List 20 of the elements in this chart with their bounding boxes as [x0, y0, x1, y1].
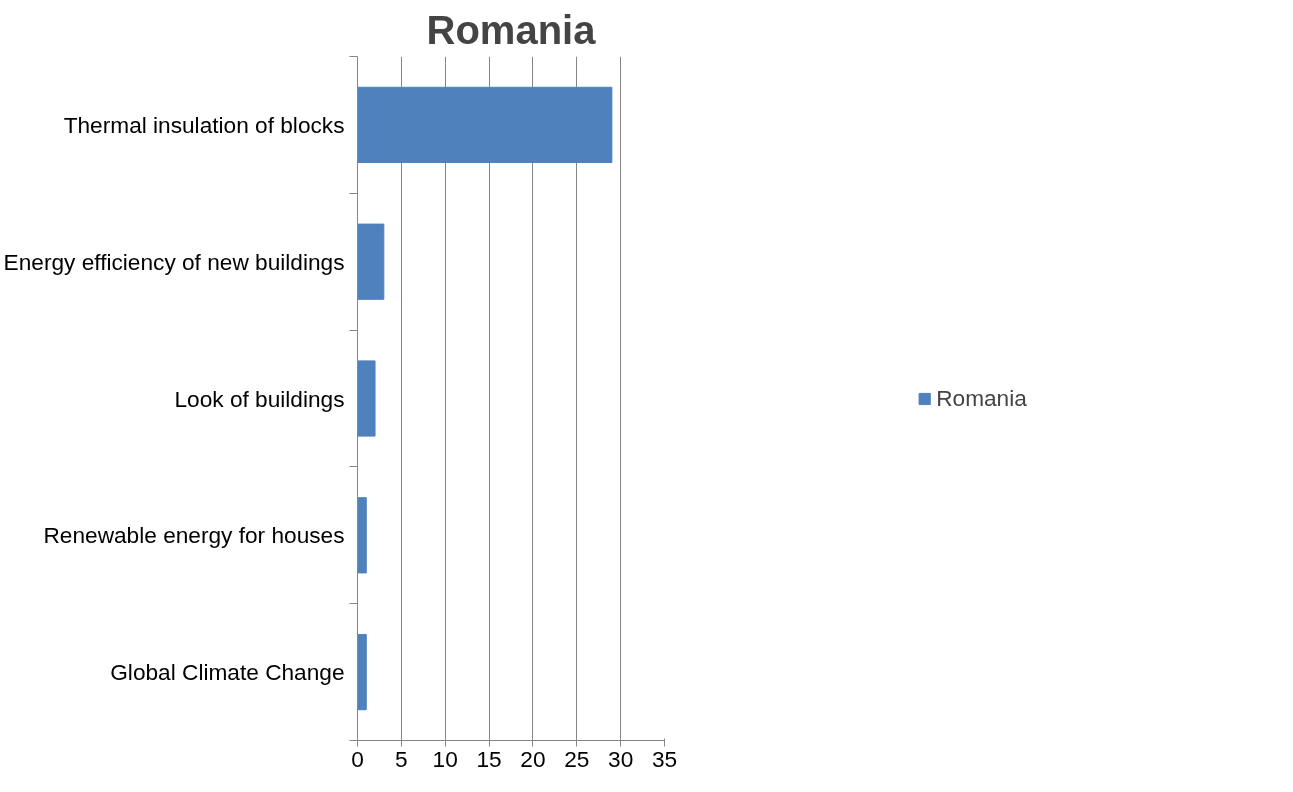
- x-tick-label: 0: [351, 745, 364, 772]
- x-tick-label: 10: [432, 745, 458, 772]
- y-tick-label: Renewable energy for houses: [43, 522, 345, 549]
- y-tick-label: Energy efficiency of new buildings: [3, 248, 345, 275]
- bar: [357, 360, 376, 437]
- y-tick-label: Global Climate Change: [110, 659, 345, 686]
- x-tick-label: 5: [395, 745, 408, 772]
- x-tick-label: 30: [608, 745, 634, 772]
- x-tick-label: 25: [564, 745, 590, 772]
- bar: [357, 86, 613, 164]
- y-tick-label: Look of buildings: [174, 385, 345, 412]
- bar: [357, 223, 385, 300]
- x-tick-label: 35: [651, 745, 678, 772]
- bar: [357, 497, 367, 574]
- legend-label: Romania: [936, 384, 1027, 412]
- chart-title: Romania: [426, 7, 597, 52]
- bar: [357, 633, 367, 711]
- x-tick-label: 20: [520, 745, 546, 772]
- x-tick-label: 15: [476, 745, 502, 772]
- y-tick-label: Thermal insulation of blocks: [63, 111, 345, 138]
